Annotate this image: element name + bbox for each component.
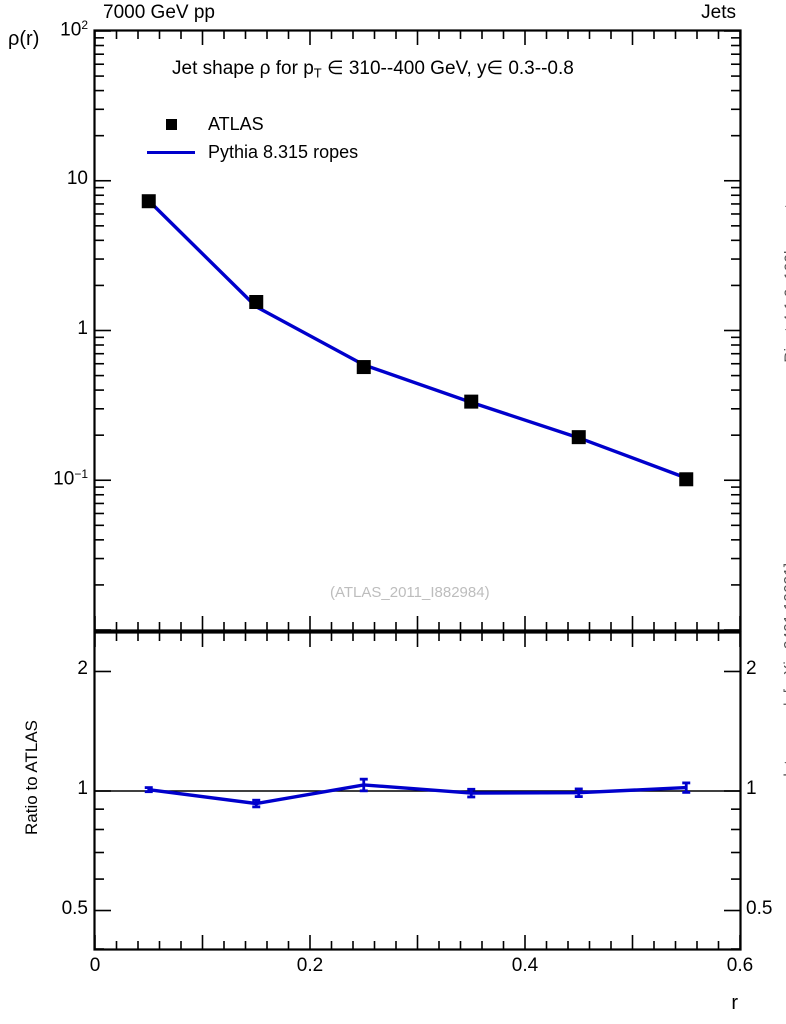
legend-entry-atlas[interactable]: ATLAS [140, 110, 358, 138]
data-marker [679, 472, 694, 487]
xtick-label-0: 0 [89, 955, 101, 976]
data-marker [249, 295, 264, 309]
data-marker [464, 394, 479, 409]
analysis-id-watermark: (ATLAS_2011_I882984) [330, 584, 490, 601]
xtick-label-1: 0.2 [296, 955, 324, 976]
legend-label-pythia: Pythia 8.315 ropes [208, 141, 359, 162]
ratio-ytick-label-right-0: 2 [746, 658, 757, 680]
legend-line-icon [140, 150, 202, 154]
legend-marker-icon [140, 118, 202, 130]
header-beam-label: 7000 GeV pp [103, 2, 215, 23]
ratio-panel-frame [93, 631, 742, 951]
main-ytick-label-2: 1 [77, 317, 88, 339]
x-axis-ticks [94, 31, 741, 949]
data-marker [356, 360, 371, 375]
legend-entry-pythia[interactable]: Pythia 8.315 ropes [140, 138, 358, 166]
legend: ATLAS Pythia 8.315 ropes [140, 110, 358, 166]
xtick-label-3: 0.6 [726, 955, 754, 976]
ratio-ytick-label-right-1: 1 [746, 778, 757, 799]
ratio-ytick-label-left-2: 0.5 [61, 897, 88, 919]
main-y-axis-title: ρ(r) [8, 28, 40, 50]
ratio-ytick-label-left-0: 2 [77, 658, 88, 680]
main-ytick-label-3: 10−1 [53, 467, 88, 490]
ratio-data-series [144, 777, 691, 809]
model-line [147, 199, 687, 480]
main-ytick-label-1: 10 [66, 167, 88, 189]
plot-title-post: ∈ 310--400 GeV, y∈ 0.3--0.8 [321, 58, 574, 79]
xtick-label-2: 0.4 [511, 955, 539, 976]
plot-title-pre: Jet shape ρ for p [172, 58, 314, 79]
main-panel-frame [93, 29, 742, 632]
x-axis-title: r [731, 992, 738, 1014]
main-ytick-label-0: 102 [60, 18, 88, 41]
ratio-ytick-label-right-2: 0.5 [746, 897, 773, 919]
plot-title-subscript: T [313, 65, 322, 81]
ratio-ytick-label-left-1: 1 [77, 778, 88, 799]
data-marker [141, 194, 156, 209]
main-data-series [141, 194, 694, 487]
ratio-panel-ticks [95, 670, 740, 950]
legend-label-atlas: ATLAS [208, 113, 264, 134]
header-analysis-label: Jets [701, 2, 736, 23]
main-panel-ticks [95, 30, 740, 631]
plot-title: Jet shape ρ for pT ∈ 310--400 GeV, y∈ 0.… [172, 57, 574, 80]
ratio-line [148, 783, 687, 806]
data-marker [571, 430, 586, 445]
